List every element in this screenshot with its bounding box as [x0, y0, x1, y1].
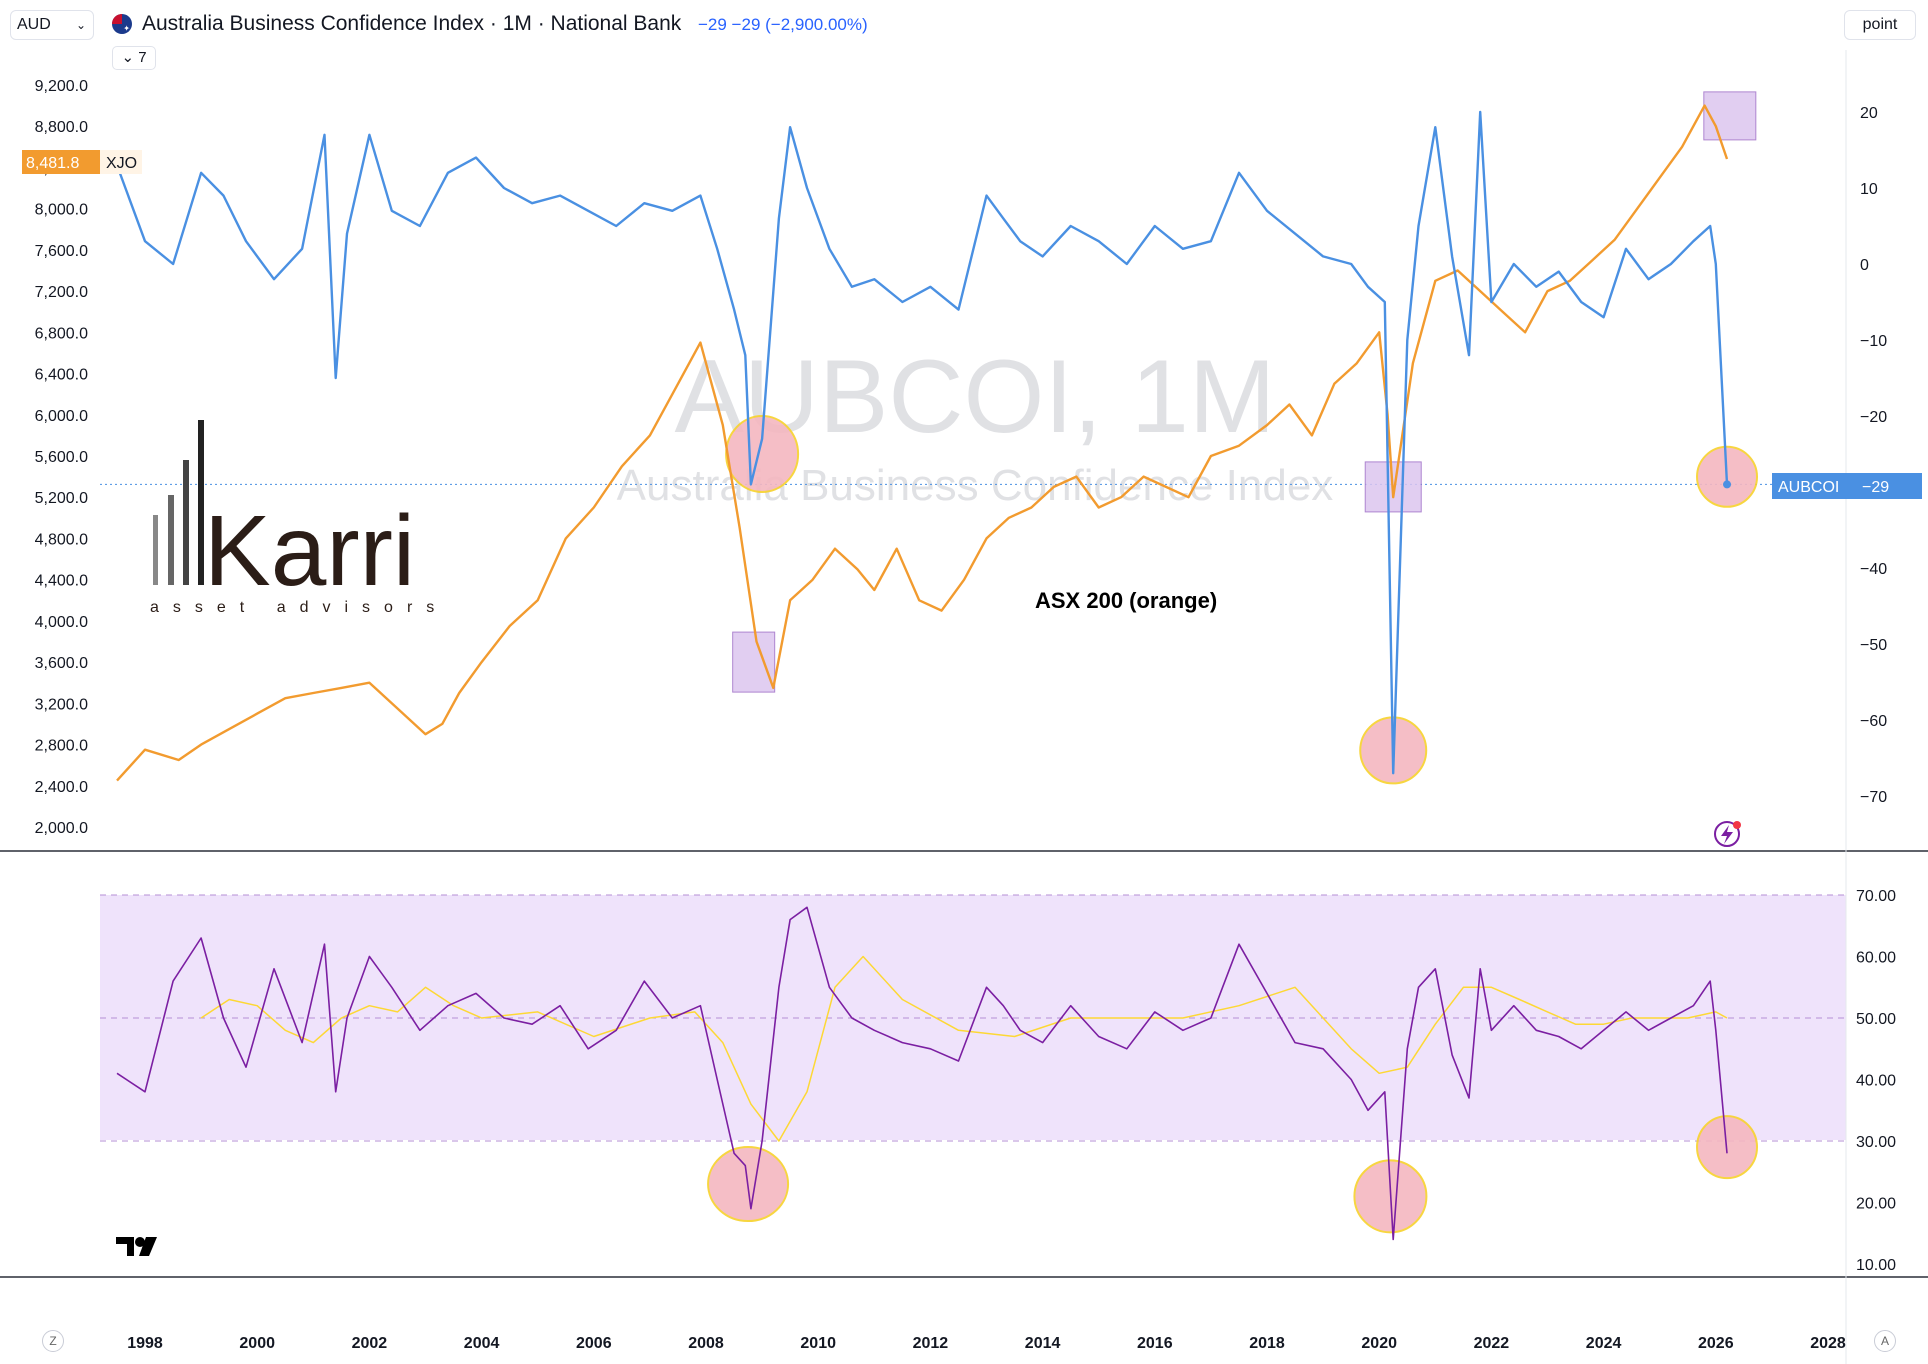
chart-header: AUD ⌄ Australia Business Confidence Inde…	[0, 0, 1928, 70]
x-axis-tick: 2002	[352, 1335, 388, 1352]
left-axis-tick: 7,200.0	[35, 284, 88, 301]
collapse-indicators-button[interactable]: ⌄ 7	[112, 46, 156, 70]
left-axis-tick: 3,200.0	[35, 696, 88, 713]
left-axis-tick: 5,600.0	[35, 449, 88, 466]
highlight-box-0	[732, 631, 776, 693]
highlight-circle-0	[725, 415, 800, 493]
left-axis-tick: 6,400.0	[35, 367, 88, 384]
rsi-axis-tick: 60.00	[1856, 950, 1896, 967]
left-axis-tick: 6,800.0	[35, 325, 88, 342]
x-axis-tick: 2020	[1361, 1335, 1397, 1352]
asx-annotation: ASX 200 (orange)	[1035, 588, 1217, 613]
left-axis-tick: 7,600.0	[35, 243, 88, 260]
xjo-badge-label-bg	[100, 150, 142, 174]
aubcoi-badge-bg	[1772, 473, 1922, 499]
currency-select[interactable]: AUD ⌄	[10, 10, 94, 40]
right-axis-tick: −20	[1860, 409, 1887, 426]
left-axis-tick: 4,000.0	[35, 614, 88, 631]
series-layer	[115, 104, 1732, 1241]
right-axis-tick: −40	[1860, 561, 1887, 578]
axes: 9,200.08,800.08,400.08,000.07,600.07,200…	[35, 78, 1897, 1352]
logo-wordmark: Karri	[204, 495, 415, 607]
auto-scale-left-button[interactable]: Z	[42, 1330, 64, 1352]
left-axis-tick: 2,800.0	[35, 738, 88, 755]
rsi-axis-tick: 40.00	[1856, 1073, 1896, 1090]
left-axis-tick: 6,000.0	[35, 408, 88, 425]
left-axis-tick: 2,000.0	[35, 820, 88, 837]
x-axis-tick: 2028	[1810, 1335, 1846, 1352]
x-axis-tick: 2000	[239, 1335, 275, 1352]
business-confidence-line	[115, 110, 1729, 775]
rsi-ma-line	[200, 955, 1728, 1142]
australia-flag-icon	[112, 14, 132, 34]
auto-scale-button[interactable]: A	[1874, 1330, 1896, 1352]
indicator-count: 7	[138, 49, 147, 66]
right-axis-tick: −10	[1860, 333, 1887, 350]
x-axis-tick: 2010	[800, 1335, 836, 1352]
x-axis-tick: 1998	[127, 1335, 163, 1352]
xjo-value: 8,481.8	[26, 155, 79, 172]
tradingview-logo-icon	[116, 1237, 157, 1256]
left-axis-tick: 5,200.0	[35, 490, 88, 507]
left-axis-tick: 4,400.0	[35, 573, 88, 590]
x-axis-tick: 2026	[1698, 1335, 1734, 1352]
chevron-down-icon: ⌄	[75, 18, 86, 32]
aubcoi-badge: AUBCOI −29	[1772, 473, 1922, 499]
asx200-line	[116, 104, 1729, 782]
x-axis-tick: 2004	[464, 1335, 500, 1352]
right-axis-tick: −60	[1860, 713, 1887, 730]
right-axis-tick: −70	[1860, 789, 1887, 806]
x-axis-tick: 2012	[913, 1335, 949, 1352]
left-axis-tick: 3,600.0	[35, 655, 88, 672]
right-axis-tick: −50	[1860, 637, 1887, 654]
left-axis-tick: 8,800.0	[35, 119, 88, 136]
xjo-badge: 8,481.8 XJO	[22, 150, 142, 174]
karri-logo: Karri asset advisors	[150, 420, 448, 616]
right-axis-tick: 10	[1860, 181, 1878, 198]
rsi-axis-tick: 30.00	[1856, 1134, 1896, 1151]
x-axis-tick: 2008	[688, 1335, 724, 1352]
title-values: −29 −29 (−2,900.00%)	[698, 15, 868, 34]
rsi-line	[116, 906, 1728, 1241]
x-axis-tick: 2022	[1474, 1335, 1510, 1352]
left-axis-tick: 9,200.0	[35, 78, 88, 95]
aubcoi-label: AUBCOI	[1778, 479, 1839, 496]
x-axis-tick: 2024	[1586, 1335, 1622, 1352]
chart-title: Australia Business Confidence Index · 1M…	[142, 12, 682, 35]
rsi-axis-tick: 20.00	[1856, 1196, 1896, 1213]
scale-mode-button[interactable]: point	[1844, 10, 1916, 40]
highlight-markers	[707, 91, 1759, 1234]
currency-label: AUD	[17, 16, 51, 33]
right-axis-tick: 20	[1860, 105, 1878, 122]
alert-lightning-icon[interactable]	[1714, 821, 1741, 847]
xjo-label: XJO	[106, 155, 137, 172]
rsi-axis-tick: 50.00	[1856, 1011, 1896, 1028]
left-axis-tick: 4,800.0	[35, 531, 88, 548]
right-axis-tick: 0	[1860, 257, 1869, 274]
highlight-box-2	[1703, 91, 1757, 141]
left-axis-tick: 2,400.0	[35, 779, 88, 796]
logo-tagline: asset advisors	[150, 599, 448, 616]
last-point-marker	[1723, 480, 1732, 489]
aubcoi-value: −29	[1862, 479, 1889, 496]
watermark-description: Australia Business Confidence Index	[617, 461, 1334, 510]
x-axis-tick: 2016	[1137, 1335, 1173, 1352]
grid-lines	[100, 483, 1846, 1142]
x-axis-tick: 2014	[1025, 1335, 1061, 1352]
x-axis-tick: 2006	[576, 1335, 612, 1352]
rsi-axis-tick: 70.00	[1856, 888, 1896, 905]
left-axis-tick: 8,000.0	[35, 202, 88, 219]
x-axis-tick: 2018	[1249, 1335, 1285, 1352]
rsi-axis-tick: 10.00	[1856, 1257, 1896, 1274]
